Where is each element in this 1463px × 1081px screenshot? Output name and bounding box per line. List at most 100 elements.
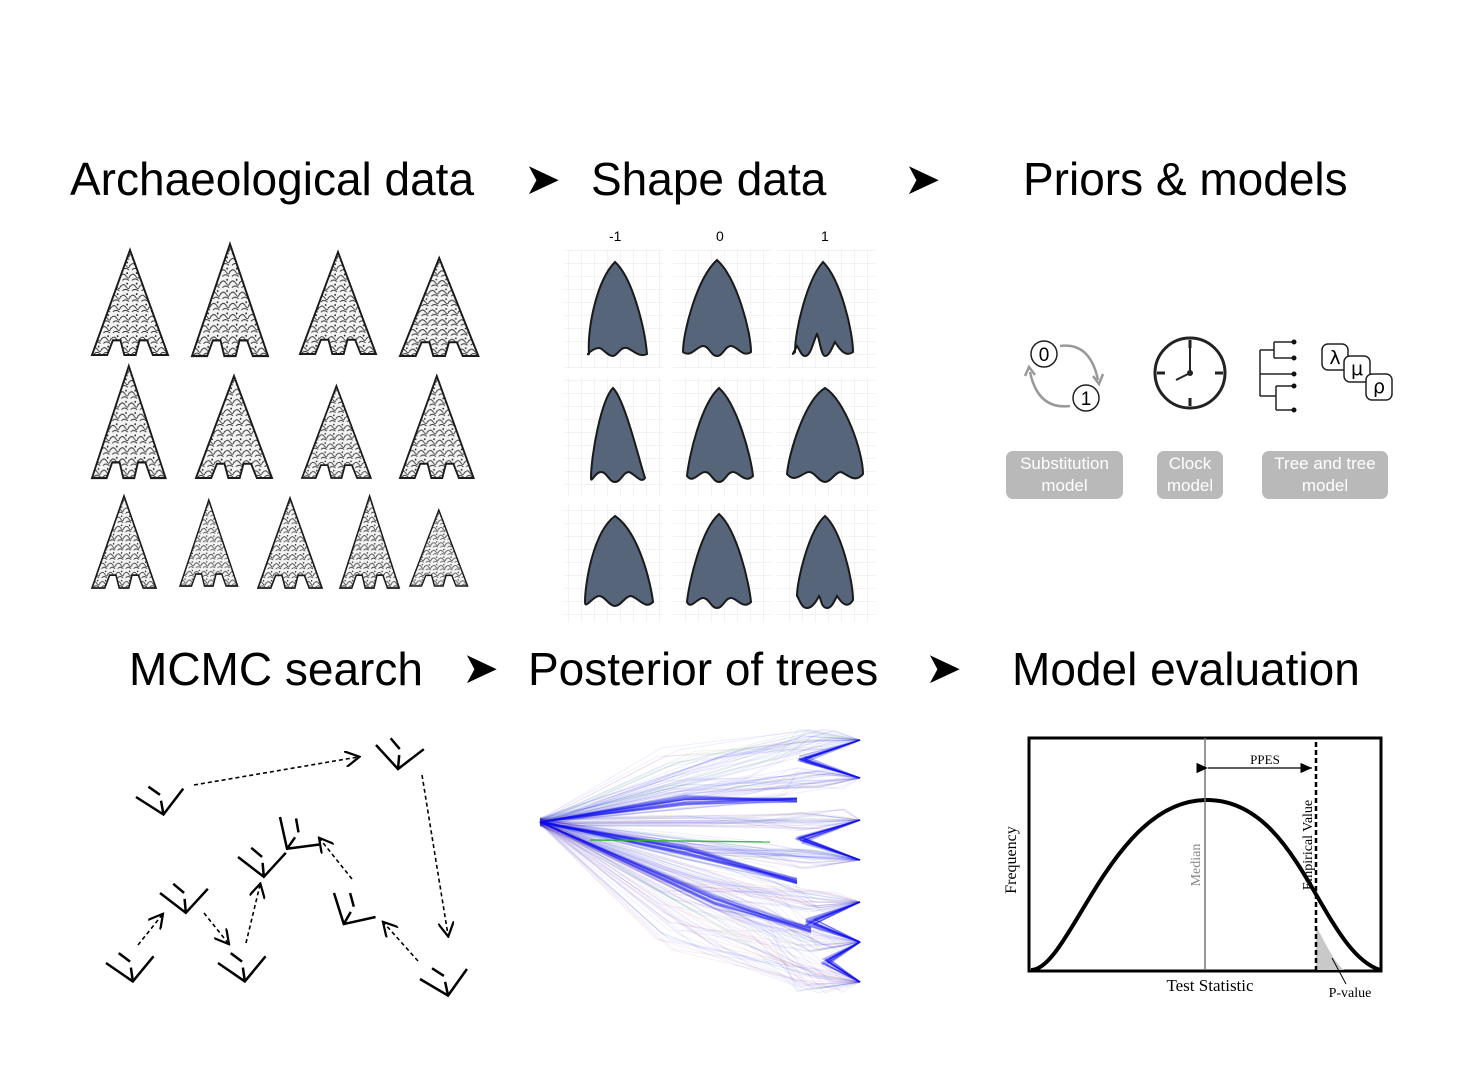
posterior-tree-line [539, 812, 861, 822]
posterior-tree-line [539, 821, 861, 992]
posterior-tree-line [539, 818, 861, 913]
posterior-tree-line [539, 819, 861, 869]
clock-model-label: Clock model [1157, 451, 1223, 499]
posterior-tree-line [802, 819, 861, 839]
posterior-tree-line [539, 797, 798, 823]
posterior-tree-line [539, 821, 812, 931]
posterior-tree-line [539, 798, 798, 823]
posterior-tree-line [812, 921, 861, 943]
test-statistic-label: Test Statistic [1166, 976, 1254, 995]
posterior-tree-line [539, 825, 861, 903]
posterior-tree-line [539, 821, 798, 881]
tree-glyph [417, 959, 473, 1002]
posterior-tree-line [802, 836, 861, 861]
posterior-tree-line [539, 819, 861, 951]
posterior-tree-line [539, 773, 861, 824]
posterior-tree-line [798, 739, 861, 758]
posterior-tree-line [539, 821, 812, 932]
posterior-tree-line [539, 772, 861, 826]
posterior-tree-line [539, 797, 798, 823]
posterior-tree-line [539, 729, 861, 822]
posterior-tree-line [539, 821, 812, 932]
posterior-tree-line [539, 822, 861, 952]
posterior-tree-line [539, 822, 861, 861]
shape-outline [583, 514, 655, 608]
shape-axis-label-1: 1 [821, 228, 829, 244]
posterior-tree-line [539, 822, 861, 983]
posterior-tree-line [539, 823, 861, 983]
posterior-tree-line [539, 821, 798, 885]
posterior-tree-line [539, 818, 861, 861]
posterior-tree-line [539, 797, 798, 823]
posterior-tree-line [539, 822, 861, 861]
posterior-tree-line [800, 839, 861, 861]
posterior-tree-line [539, 813, 861, 821]
posterior-tree-line [539, 821, 812, 934]
posterior-tree-line [823, 941, 861, 961]
posterior-tree-line [805, 901, 861, 926]
posterior-tree-line [539, 824, 861, 943]
posterior-tree-line [812, 922, 861, 943]
posterior-tree-line [539, 819, 861, 861]
posterior-tree-line [804, 759, 861, 779]
posterior-tree-line [539, 818, 861, 946]
posterior-tree-line [539, 822, 861, 989]
shape-outline [685, 512, 753, 610]
posterior-tree-line [539, 818, 861, 983]
posterior-tree-line [539, 823, 861, 953]
posterior-tree-line [539, 767, 861, 823]
posterior-tree-line [539, 814, 861, 827]
posterior-tree-line [808, 921, 861, 943]
posterior-tree-line [539, 797, 798, 823]
posterior-tree-line [539, 821, 812, 934]
posterior-tree-line [539, 821, 798, 880]
posterior-tree-line [539, 821, 812, 933]
posterior-tree-line [539, 771, 861, 820]
posterior-tree-line [805, 919, 861, 943]
posterior-tree-line [539, 798, 798, 823]
posterior-tree-line [539, 795, 798, 823]
shape-axis-label-neg1: -1 [609, 228, 622, 244]
posterior-tree-line [539, 823, 861, 952]
posterior-tree-line [539, 821, 798, 882]
posterior-tree-line [798, 838, 861, 861]
posterior-tree-line [539, 814, 861, 832]
posterior-tree-line [539, 819, 861, 825]
posterior-tree-line [539, 820, 861, 903]
posterior-tree-line [539, 816, 861, 821]
posterior-tree-line [539, 797, 798, 823]
posterior-tree-line [803, 839, 861, 861]
posterior-tree-line [539, 819, 861, 826]
posterior-tree-line [539, 777, 861, 823]
posterior-tree-line [539, 815, 861, 827]
posterior-tree-line [539, 821, 798, 884]
posterior-tree-line [539, 820, 861, 907]
posterior-tree-line [539, 822, 861, 943]
posterior-tree-line [539, 820, 861, 912]
posterior-tree-line [539, 795, 798, 823]
posterior-tree-line [539, 817, 861, 861]
rate-parameter-icon: λ μ ρ [1321, 343, 1393, 401]
mu-symbol: μ [1351, 358, 1363, 380]
posterior-tree-line [827, 961, 861, 983]
posterior-tree-line [539, 818, 861, 949]
posterior-tree-line [539, 821, 798, 880]
posterior-tree-line [829, 963, 861, 983]
posterior-tree-line [826, 941, 861, 965]
posterior-tree-line [539, 770, 861, 824]
posterior-tree-line [813, 901, 861, 920]
posterior-tree-line [539, 822, 861, 943]
posterior-tree-line [539, 777, 861, 821]
posterior-tree-line [539, 773, 861, 825]
posterior-tree-line [539, 819, 861, 829]
posterior-tree-line [539, 816, 861, 824]
posterior-tree-line [539, 820, 861, 954]
posterior-tree-line [803, 757, 861, 779]
tree-glyph [236, 843, 289, 881]
posterior-tree-line [539, 825, 861, 907]
posterior-tree-line [539, 821, 861, 903]
posterior-tree-line [539, 821, 861, 943]
posterior-tree-line [539, 777, 861, 821]
posterior-tree-line [539, 819, 861, 824]
tree-glyph [103, 947, 158, 987]
